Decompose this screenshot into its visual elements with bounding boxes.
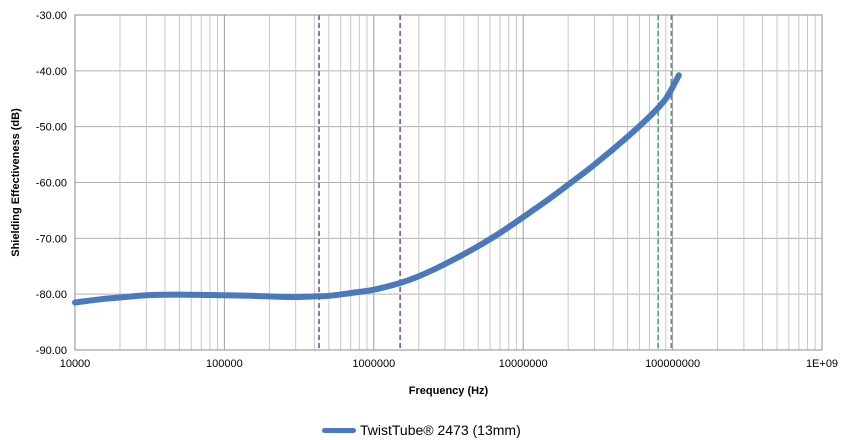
x-tick-label: 10000 <box>60 358 91 370</box>
y-axis-title: Shielding Effectiveness (dB) <box>10 108 22 257</box>
legend-label: TwistTube® 2473 (13mm) <box>360 422 521 438</box>
x-tick-label: 1E+09 <box>806 358 838 370</box>
y-tick-label: -60.00 <box>36 178 67 190</box>
x-tick-labels: 10000 100000 1000000 10000000 100000000 1E+09 <box>60 358 838 370</box>
x-tick-label: 100000 <box>206 358 243 370</box>
y-tick-label: -40.00 <box>36 66 67 78</box>
chart-svg: -30.00 -40.00 -50.00 -60.00 -70.00 -80.00 -90.… <box>10 10 838 397</box>
x-tick-label: 1000000 <box>352 358 395 370</box>
plot-border <box>74 14 823 351</box>
legend: TwistTube® 2473 (13mm) <box>322 422 521 438</box>
x-tick-label: 100000000 <box>645 358 700 370</box>
series-layer <box>72 72 682 306</box>
grid <box>74 14 822 351</box>
legend-swatch <box>322 427 356 433</box>
y-tick-label: -50.00 <box>36 122 67 134</box>
y-tick-label: -30.00 <box>36 10 67 22</box>
y-tick-label: -90.00 <box>36 345 67 357</box>
x-axis-title: Frequency (Hz) <box>409 385 489 397</box>
y-tick-label: -70.00 <box>36 233 67 245</box>
y-tick-labels: -30.00 -40.00 -50.00 -60.00 -70.00 -80.00 -90.… <box>36 10 67 357</box>
y-tick-label: -80.00 <box>36 289 67 301</box>
x-tick-label: 10000000 <box>499 358 548 370</box>
series-line <box>72 72 682 306</box>
